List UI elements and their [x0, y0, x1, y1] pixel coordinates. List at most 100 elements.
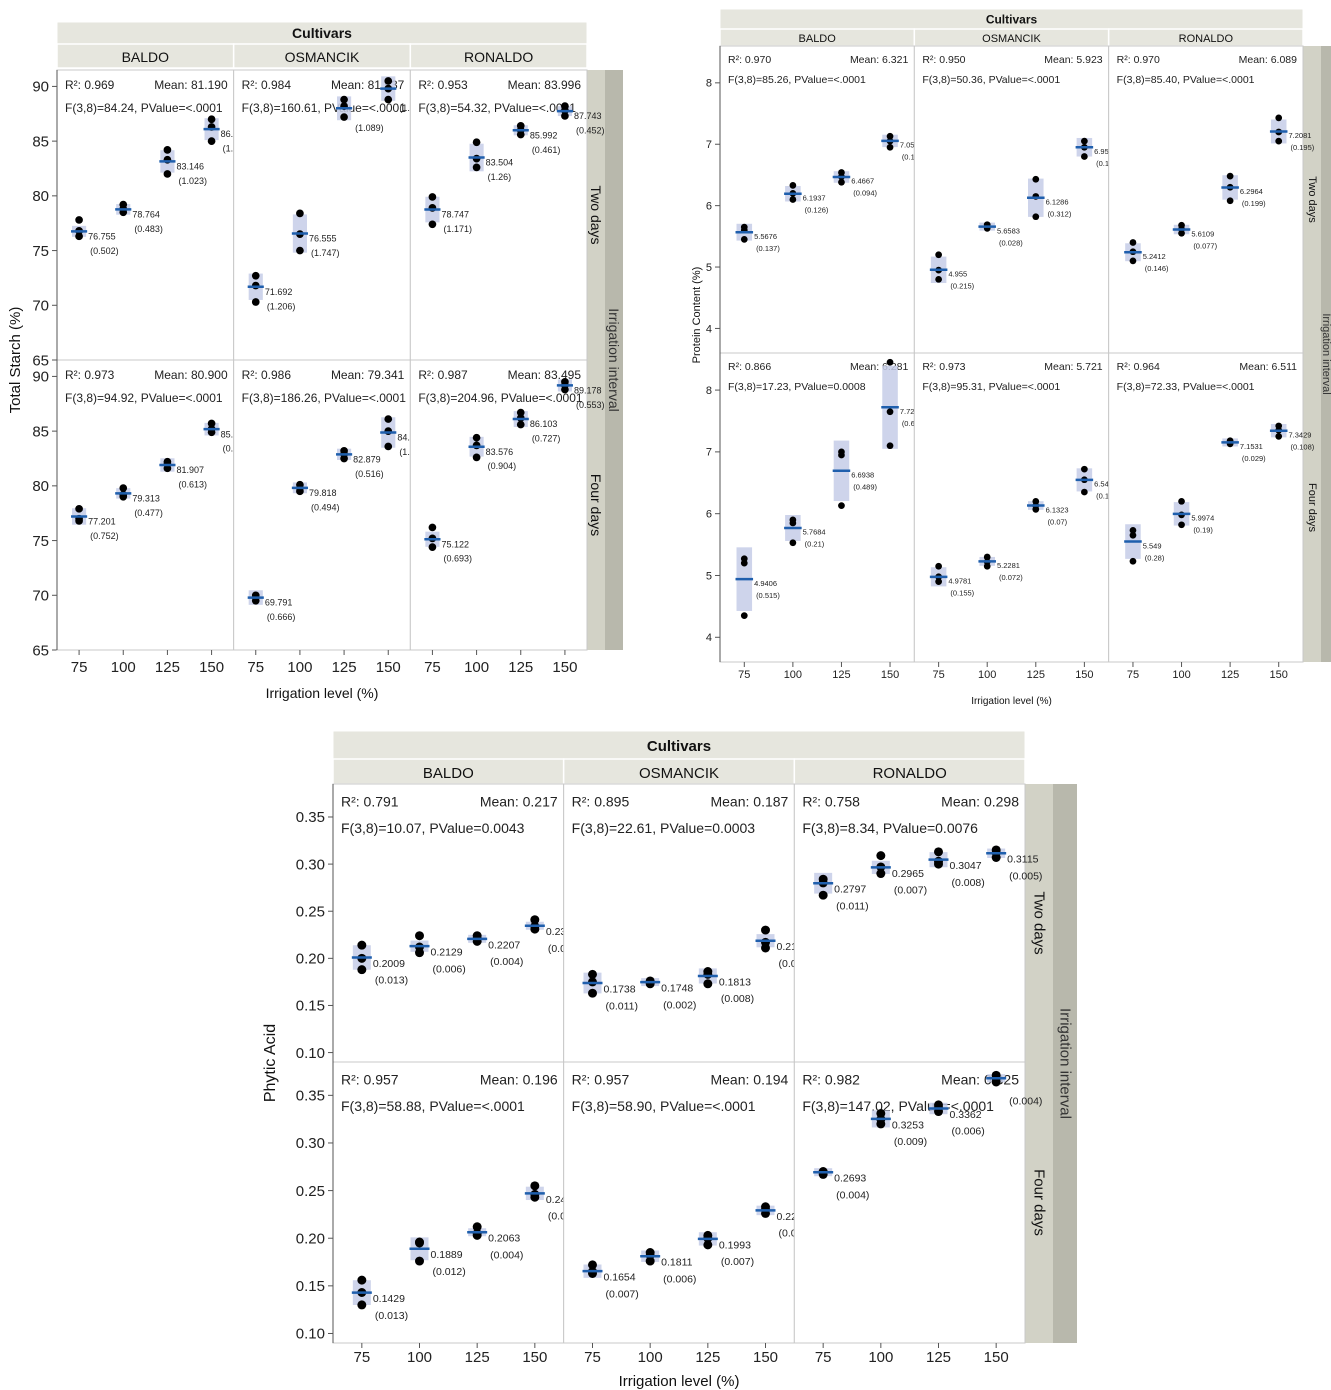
x-tick-label: 150: [522, 1349, 547, 1366]
cultivar-header-osmancik: OSMANCIK: [639, 765, 719, 782]
cultivar-header-baldo: BALDO: [122, 49, 170, 65]
data-point: [1129, 531, 1137, 539]
data-point: [935, 578, 942, 586]
se-value-label: (0.553): [576, 400, 605, 410]
x-tick-label: 125: [695, 1349, 720, 1366]
panel-baldo-two-days: R²: 0.970 Mean: 6.321 F(3,8)=85.26, PValue…: [719, 45, 926, 354]
data-point: [472, 138, 481, 147]
data-point: [428, 543, 437, 551]
data-point: [1275, 422, 1283, 430]
se-value-label: (0.515): [756, 591, 780, 600]
panel-frame: [56, 69, 235, 361]
panel-baldo-four-days: R²: 0.866 Mean: 6.281 F(3,8)=17.23, PValue…: [719, 352, 926, 663]
x-tick-label: 125: [1221, 669, 1239, 681]
x-tick-label: 125: [926, 1349, 951, 1366]
data-point: [1178, 221, 1185, 229]
data-point: [472, 433, 481, 442]
x-tick-label: 75: [933, 669, 945, 681]
mean-value-label: 0.1748: [661, 983, 693, 995]
data-point: [1081, 153, 1088, 160]
mean-value-label: 83.576: [486, 447, 514, 457]
se-value-label: (0.126): [805, 205, 829, 214]
x-tick-label: 75: [353, 1349, 370, 1366]
mean-value-label: 6.1323: [1046, 505, 1069, 514]
chart-phytic-acid: Cultivars BALDO OSMANCIK RONALDO Two days Fou…: [262, 730, 1077, 1390]
y-tick-label: 5: [706, 262, 712, 274]
interval-facet-bg: [1303, 46, 1321, 662]
data-point: [838, 448, 845, 456]
f-stat-label: F(3,8)=95.31, PValue=<.0001: [922, 381, 1060, 393]
data-point: [415, 931, 424, 941]
panel-osmancik-four-days: R²: 0.986 Mean: 79.341 F(3,8)=186.26, PVal…: [233, 359, 428, 651]
y-tick-label: 85: [32, 423, 49, 440]
panel-frame: [56, 359, 235, 651]
data-point: [1226, 197, 1234, 205]
f-stat-label: F(3,8)=160.61, PValue=<.0001: [242, 101, 407, 115]
data-point: [818, 874, 828, 884]
data-point: [163, 457, 172, 466]
se-value-label: (0.502): [90, 246, 119, 256]
f-stat-label: F(3,8)=58.90, PValue=<.0001: [572, 1098, 756, 1114]
data-point: [1081, 465, 1088, 473]
mean-value-label: 0.1738: [604, 983, 636, 995]
se-value-label: (1.023): [178, 176, 207, 186]
cultivar-header-osmancik: OSMANCIK: [982, 33, 1041, 45]
y-tick-label: 75: [32, 533, 49, 550]
r2-label: R²: 0.866: [728, 361, 771, 373]
data-point: [818, 890, 828, 900]
data-point: [119, 200, 128, 209]
y-axis-label: Phytic Acid: [262, 1024, 279, 1102]
r2-label: R²: 0.987: [418, 368, 468, 382]
data-point: [838, 178, 845, 186]
data-point: [1129, 527, 1137, 534]
mean-label: Mean: 0.217: [480, 793, 558, 809]
se-value-label: (0.029): [1242, 454, 1266, 463]
y-tick-label: 0.10: [296, 1045, 325, 1062]
y-tick-label: 80: [32, 478, 49, 495]
mean-value-label: 79.818: [309, 488, 337, 498]
x-tick-label: 125: [508, 659, 533, 676]
r2-label: R²: 0.953: [418, 78, 468, 92]
data-point: [384, 77, 393, 85]
x-tick-label: 150: [984, 1349, 1009, 1366]
panel-frame: [332, 783, 565, 1063]
mean-label: Mean: 80.900: [154, 368, 228, 382]
se-value-label: (0.004): [836, 1189, 869, 1201]
r2-label: R²: 0.957: [341, 1071, 399, 1087]
f-stat-label: F(3,8)=72.33, PValue=<.0001: [1117, 381, 1255, 393]
mean-value-label: 5.2412: [1143, 252, 1166, 261]
interval-label-four-days: Four days: [1306, 483, 1318, 532]
mean-value-label: 6.951: [1094, 147, 1113, 156]
x-tick-label: 150: [552, 659, 577, 676]
cultivar-header-bg: [562, 758, 796, 785]
data-point: [119, 484, 128, 492]
y-axis-label: Protein Content (%): [691, 267, 703, 364]
data-point: [357, 1275, 367, 1285]
data-point: [1081, 488, 1088, 496]
y-tick-label: 0.15: [296, 998, 325, 1015]
data-point: [935, 275, 942, 283]
se-value-label: (0.666): [267, 612, 296, 622]
se-value-label: (1.747): [311, 248, 340, 258]
mean-value-label: 0.2129: [431, 947, 463, 959]
y-tick-label: 0.15: [296, 1278, 325, 1295]
se-value-label: (0.006): [433, 963, 466, 975]
data-point: [1129, 239, 1137, 246]
facet-header: Irrigation interval: [1320, 313, 1331, 394]
r2-label: R²: 0.973: [65, 368, 115, 382]
data-point: [1032, 497, 1040, 505]
mean-value-label: 76.755: [88, 231, 116, 241]
f-stat-label: F(3,8)=85.40, PValue=<.0001: [1117, 74, 1255, 86]
panel-frame: [913, 352, 1110, 663]
se-value-label: (0.461): [532, 145, 561, 155]
f-stat-label: F(3,8)=54.32, PValue=<.0001: [418, 101, 576, 115]
interval-label-two-days: Two days: [588, 185, 604, 244]
se-value-label: (0.094): [853, 189, 877, 198]
y-tick-label: 0.25: [296, 1183, 325, 1200]
x-tick-label: 75: [1127, 669, 1139, 681]
se-value-label: (0.108): [1290, 442, 1314, 451]
data-point: [935, 251, 942, 259]
y-tick-label: 75: [32, 243, 49, 260]
mean-value-label: 81.907: [176, 465, 204, 475]
